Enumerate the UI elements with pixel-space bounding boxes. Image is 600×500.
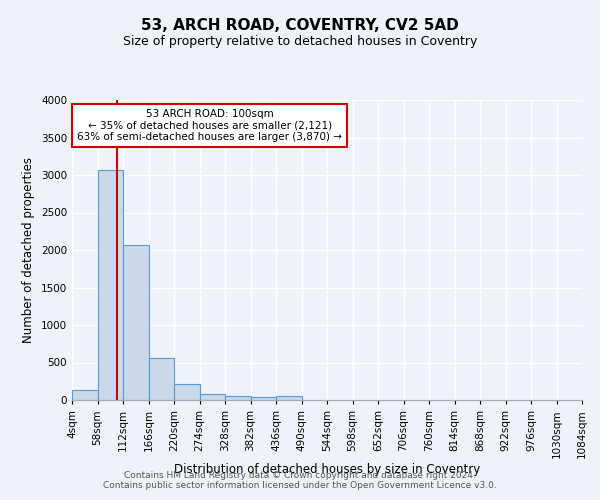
Bar [123, 244, 149, 400]
X-axis label: Distribution of detached houses by size in Coventry: Distribution of detached houses by size … [174, 463, 480, 476]
Text: 53, ARCH ROAD, COVENTRY, CV2 5AD: 53, ARCH ROAD, COVENTRY, CV2 5AD [141, 18, 459, 32]
Bar [276, 396, 302, 400]
Bar [174, 384, 199, 400]
Bar [72, 390, 97, 400]
Bar [149, 358, 174, 400]
Bar [200, 394, 225, 400]
Bar [251, 396, 276, 400]
Text: Size of property relative to detached houses in Coventry: Size of property relative to detached ho… [123, 35, 477, 48]
Text: Contains HM Land Registry data © Crown copyright and database right 2024.
Contai: Contains HM Land Registry data © Crown c… [103, 470, 497, 490]
Bar [225, 396, 251, 400]
Bar [97, 170, 123, 400]
Text: 53 ARCH ROAD: 100sqm
← 35% of detached houses are smaller (2,121)
63% of semi-de: 53 ARCH ROAD: 100sqm ← 35% of detached h… [77, 109, 342, 142]
Y-axis label: Number of detached properties: Number of detached properties [22, 157, 35, 343]
